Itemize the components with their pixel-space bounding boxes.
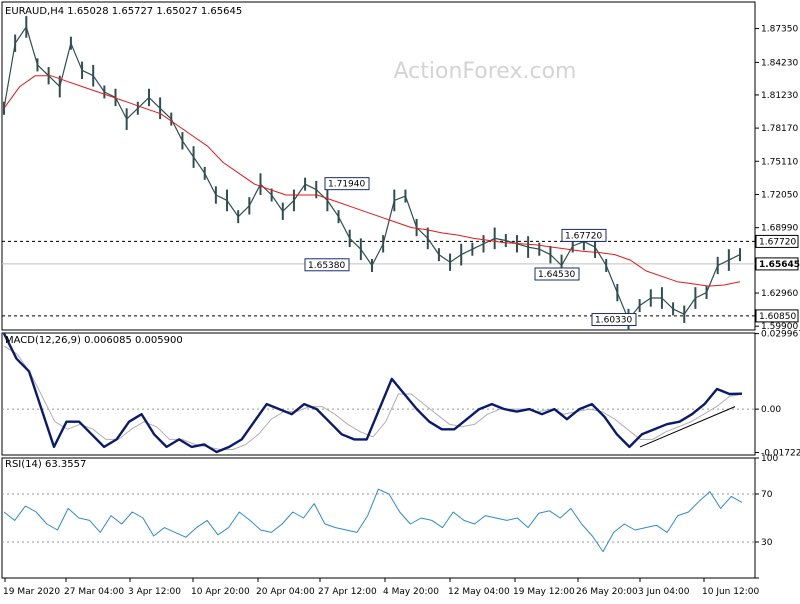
level-price-label: 1.60850 — [759, 312, 796, 322]
level-price-label: 1.67720 — [759, 237, 796, 247]
macd-y-tick-label: 0.00 — [761, 405, 781, 415]
price-y-tick-label: 1.81230 — [761, 91, 798, 101]
x-tick-label: 19 Mar 2020 — [3, 587, 60, 597]
price-y-tick-label: 1.62960 — [761, 289, 798, 299]
rsi-y-tick-label: 30 — [761, 538, 773, 548]
x-tick-label: 4 May 20:00 — [383, 587, 439, 597]
x-tick-label: 12 May 04:00 — [448, 587, 510, 597]
price-annotation-box — [591, 313, 637, 327]
moving-average-line — [3, 75, 741, 287]
price-y-tick-label: 1.68990 — [761, 224, 798, 234]
x-tick-label: 27 Apr 12:00 — [318, 587, 377, 597]
watermark: ActionForex.com — [394, 59, 577, 84]
rsi-panel — [1, 457, 756, 579]
x-tick-label: 19 May 12:00 — [513, 587, 575, 597]
price-annotation-label: 1.60330 — [595, 316, 632, 326]
price-y-tick-label: 1.78170 — [761, 124, 798, 134]
price-annotation-label: 1.64530 — [538, 270, 575, 280]
price-annotation-box — [534, 267, 580, 281]
macd-y-tick-label: 0.029967 — [761, 330, 800, 340]
x-tick-label: 20 Apr 04:00 — [256, 587, 315, 597]
price-y-tick-label: 1.87350 — [761, 25, 798, 35]
current-price-box — [755, 257, 799, 271]
x-tick-label: 10 Apr 20:00 — [191, 587, 250, 597]
price-panel — [1, 1, 756, 331]
macd-panel — [1, 332, 756, 456]
level-price-box — [755, 234, 799, 248]
price-annotation-box — [561, 228, 607, 242]
rsi-y-tick-label: 100 — [761, 454, 778, 464]
price-annotation-box — [304, 258, 350, 272]
x-tick-label: 27 Mar 04:00 — [64, 587, 124, 597]
x-tick-label: 3 Apr 12:00 — [128, 587, 181, 597]
x-tick-label: 3 Jun 04:00 — [638, 587, 690, 597]
macd-title: MACD(12,26,9) 0.006085 0.005900 — [5, 335, 183, 346]
x-tick-label: 26 May 20:00 — [576, 587, 638, 597]
rsi-line — [3, 488, 743, 553]
current-price-label: 1.65645 — [759, 260, 800, 270]
price-annotation-label: 1.65380 — [308, 261, 345, 271]
macd-trendline — [639, 406, 736, 448]
macd-line — [2, 332, 743, 454]
rsi-title: RSI(14) 63.3557 — [5, 459, 86, 470]
macd-y-tick-label: -0.017227 — [761, 449, 800, 459]
price-annotation-label: 1.67720 — [565, 231, 602, 241]
chart-title: EURAUD,H4 1.65028 1.65727 1.65027 1.6564… — [5, 6, 242, 17]
price-line — [3, 26, 741, 321]
price-annotation-label: 1.71940 — [328, 180, 365, 190]
price-y-tick-label: 1.84230 — [761, 58, 798, 68]
price-y-tick-label: 1.72050 — [761, 190, 798, 200]
x-tick-label: 10 Jun 12:00 — [702, 587, 759, 597]
level-price-box — [755, 309, 799, 323]
price-annotation-box — [324, 177, 370, 191]
price-y-tick-label: 1.59900 — [761, 322, 798, 332]
rsi-y-tick-label: 70 — [761, 490, 773, 500]
macd-signal-line — [3, 345, 743, 450]
price-y-tick-label: 1.75110 — [761, 157, 798, 167]
